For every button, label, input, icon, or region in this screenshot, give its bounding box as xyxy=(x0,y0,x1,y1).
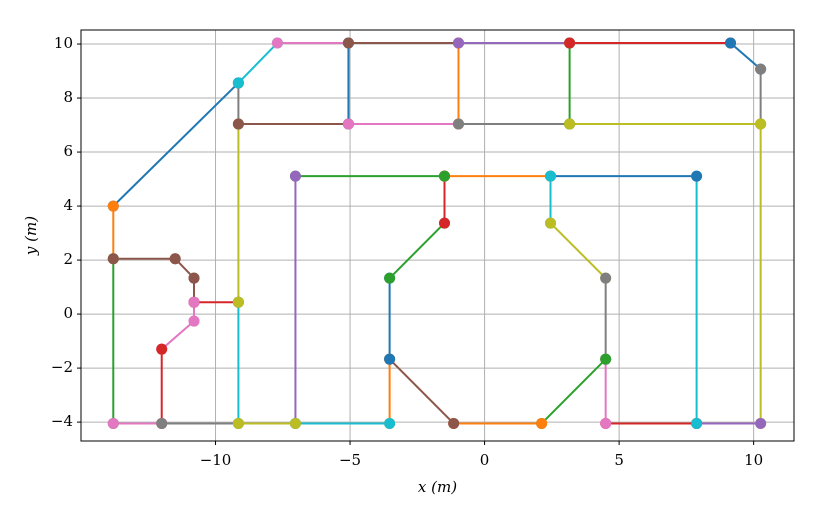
x-tick-label: −10 xyxy=(200,451,232,469)
marker xyxy=(452,118,464,130)
y-tick-label: 0 xyxy=(63,304,73,322)
segment xyxy=(549,222,607,279)
segment xyxy=(540,358,607,425)
x-tick-label: 5 xyxy=(614,451,624,469)
marker xyxy=(271,37,283,49)
marker xyxy=(448,417,460,429)
marker xyxy=(232,77,244,89)
marker xyxy=(107,417,119,429)
x-tick-label: 0 xyxy=(480,451,490,469)
markers xyxy=(107,37,767,429)
marker xyxy=(755,118,767,130)
segments xyxy=(112,41,762,425)
marker xyxy=(232,118,244,130)
segment xyxy=(388,358,455,425)
x-axis-label: x (m) xyxy=(418,478,457,496)
marker xyxy=(691,170,703,182)
marker xyxy=(156,417,168,429)
segment xyxy=(112,82,240,207)
marker xyxy=(755,417,767,429)
ticks: −10 −5 0 5 10 −4 −2 0 2 4 6 8 10 xyxy=(51,34,763,469)
y-tick-label: 10 xyxy=(54,34,73,52)
marker xyxy=(384,272,396,284)
segment xyxy=(161,320,195,350)
marker xyxy=(545,217,557,229)
marker xyxy=(545,170,557,182)
marker xyxy=(755,63,767,75)
segment xyxy=(729,42,762,70)
x-tick-label: −5 xyxy=(339,451,361,469)
marker xyxy=(725,37,737,49)
y-tick-label: 6 xyxy=(63,142,73,160)
marker xyxy=(438,170,450,182)
marker xyxy=(342,118,354,130)
marker xyxy=(188,315,200,327)
marker xyxy=(169,253,181,265)
marker xyxy=(600,272,612,284)
y-tick-label: 2 xyxy=(63,250,73,268)
y-tick-label: 4 xyxy=(63,196,73,214)
grid xyxy=(81,30,794,441)
segment xyxy=(237,42,279,84)
marker xyxy=(342,37,354,49)
marker xyxy=(600,353,612,365)
marker xyxy=(536,417,548,429)
marker xyxy=(107,253,119,265)
marker xyxy=(691,417,703,429)
marker xyxy=(600,417,612,429)
marker xyxy=(156,343,168,355)
plot-frame xyxy=(80,29,795,442)
marker xyxy=(289,417,301,429)
y-axis-label: y (m) xyxy=(22,216,40,256)
marker xyxy=(107,200,119,212)
y-tick-label: −4 xyxy=(51,412,73,430)
marker xyxy=(232,417,244,429)
marker xyxy=(289,170,301,182)
x-tick-label: 10 xyxy=(744,451,763,469)
marker xyxy=(188,272,200,284)
marker xyxy=(452,37,464,49)
marker xyxy=(384,353,396,365)
marker xyxy=(564,37,576,49)
y-tick-label: −2 xyxy=(51,358,73,376)
marker xyxy=(384,417,396,429)
segment xyxy=(388,222,446,279)
marker xyxy=(232,296,244,308)
marker xyxy=(438,217,450,229)
marker xyxy=(188,296,200,308)
y-tick-label: 8 xyxy=(63,88,73,106)
marker xyxy=(564,118,576,130)
